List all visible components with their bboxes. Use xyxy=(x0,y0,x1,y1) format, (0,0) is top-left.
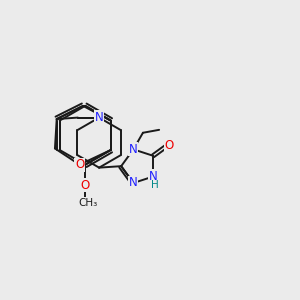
Text: N: N xyxy=(95,111,103,124)
Text: O: O xyxy=(75,158,84,171)
Text: O: O xyxy=(164,139,173,152)
Text: O: O xyxy=(81,179,90,192)
Text: N: N xyxy=(129,143,138,156)
Text: N: N xyxy=(149,170,158,183)
Text: N: N xyxy=(129,176,138,190)
Text: H: H xyxy=(151,180,158,190)
Text: CH₃: CH₃ xyxy=(79,198,98,208)
